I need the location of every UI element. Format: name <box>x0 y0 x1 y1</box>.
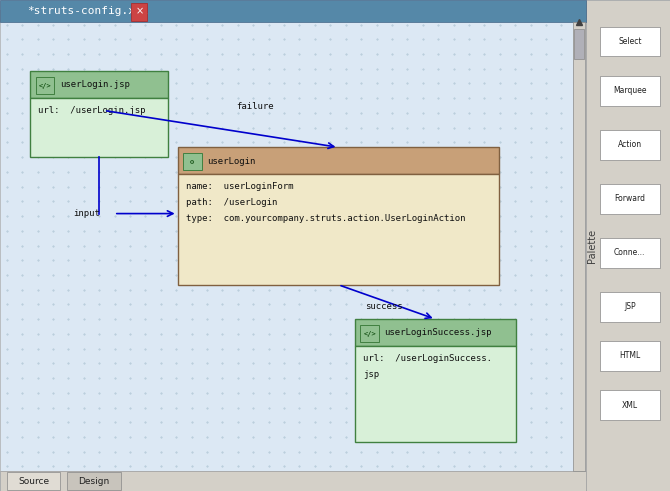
Text: url:  /userLoginSuccess.: url: /userLoginSuccess. <box>363 354 492 363</box>
Text: Source: Source <box>18 477 49 486</box>
Text: Marquee: Marquee <box>613 86 647 95</box>
Text: success: success <box>365 302 403 311</box>
Bar <box>600 130 660 160</box>
Text: url:  /userLogin.jsp: url: /userLogin.jsp <box>38 106 145 115</box>
Text: XML: XML <box>622 401 638 409</box>
Bar <box>573 22 585 471</box>
Text: userLogin.jsp: userLogin.jsp <box>60 81 129 89</box>
Bar <box>600 184 660 214</box>
Text: *struts-config.xml: *struts-config.xml <box>27 6 148 16</box>
Text: jsp: jsp <box>363 370 379 379</box>
Bar <box>360 325 379 342</box>
Text: Action: Action <box>618 140 642 149</box>
Bar <box>0 0 586 22</box>
Text: path:  /userLogin: path: /userLogin <box>186 198 277 207</box>
Text: Design: Design <box>78 477 109 486</box>
Text: ×: × <box>135 7 143 17</box>
Text: userLoginSuccess.jsp: userLoginSuccess.jsp <box>385 328 492 337</box>
Text: Select: Select <box>618 37 642 46</box>
Bar <box>600 76 660 106</box>
Bar <box>600 238 660 268</box>
Text: JSP: JSP <box>624 302 636 311</box>
Bar <box>600 390 660 420</box>
Text: userLogin: userLogin <box>207 157 255 165</box>
Text: HTML: HTML <box>619 352 641 360</box>
Bar <box>36 77 54 94</box>
FancyBboxPatch shape <box>355 319 516 346</box>
FancyBboxPatch shape <box>30 71 168 98</box>
Text: input: input <box>74 209 100 218</box>
Bar <box>0 10 586 471</box>
Bar <box>0 471 586 491</box>
FancyBboxPatch shape <box>178 174 499 285</box>
Bar <box>67 472 121 490</box>
Text: </>: </> <box>38 83 52 89</box>
FancyBboxPatch shape <box>30 98 168 157</box>
FancyBboxPatch shape <box>178 147 499 174</box>
FancyBboxPatch shape <box>355 346 516 442</box>
Text: type:  com.yourcompany.struts.action.UserLoginAction: type: com.yourcompany.struts.action.User… <box>186 215 465 223</box>
Bar <box>183 153 202 170</box>
Bar <box>574 29 584 59</box>
Text: Forward: Forward <box>614 194 645 203</box>
Text: </>: </> <box>363 331 377 337</box>
Bar <box>586 0 670 491</box>
Text: ⚙: ⚙ <box>190 159 194 165</box>
Text: name:  userLoginForm: name: userLoginForm <box>186 182 293 191</box>
Bar <box>600 27 660 56</box>
FancyArrowPatch shape <box>117 211 173 217</box>
Bar <box>600 292 660 322</box>
Bar <box>7 472 60 490</box>
Text: Conne...: Conne... <box>614 248 645 257</box>
FancyArrowPatch shape <box>107 111 334 148</box>
Bar <box>131 3 147 21</box>
Text: Palette: Palette <box>587 228 596 263</box>
Text: failure: failure <box>236 103 273 111</box>
Bar <box>600 341 660 371</box>
FancyArrowPatch shape <box>341 286 431 318</box>
